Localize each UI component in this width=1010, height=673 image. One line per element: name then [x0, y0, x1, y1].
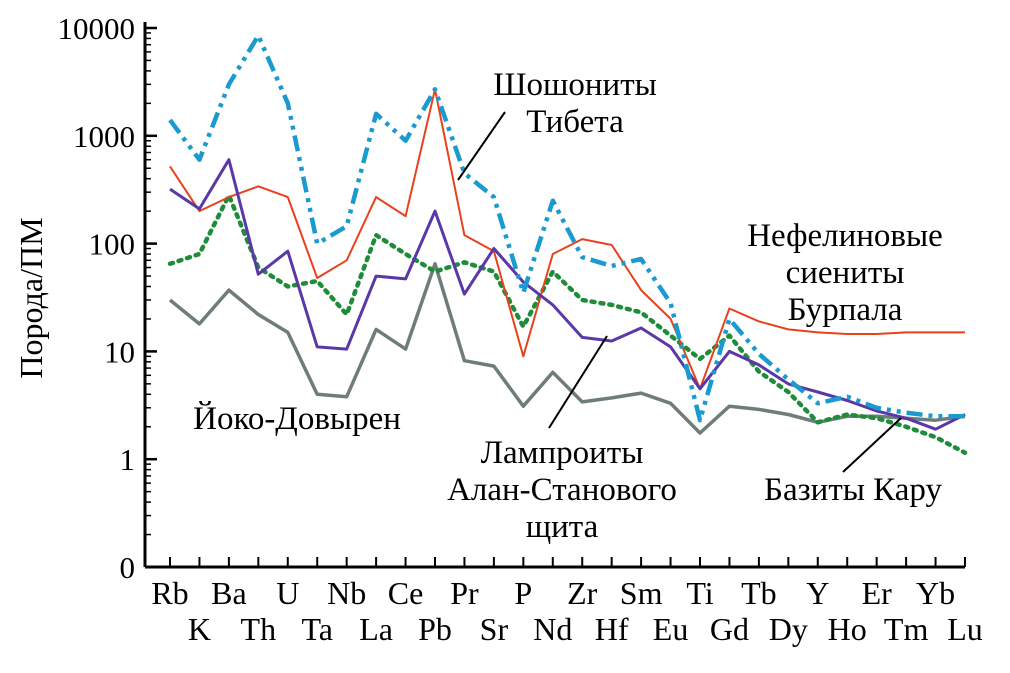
x-tick-label-Ti: Ti [686, 575, 713, 611]
x-tick-label-Eu: Eu [653, 611, 689, 647]
x-tick-label-Sr: Sr [480, 611, 509, 647]
x-tick-label-Y: Y [806, 575, 829, 611]
y-tick-label: 10000 [58, 11, 136, 46]
leader-karoo [842, 417, 902, 473]
x-tick-label-P: P [514, 575, 532, 611]
x-tick-label-Ba: Ba [211, 575, 247, 611]
x-tick-label-Er: Er [862, 575, 893, 611]
y-tick-label: 100 [89, 227, 136, 262]
annotation-shoshonites-line-0: Шошониты [493, 67, 657, 103]
x-tick-label-Nb: Nb [327, 575, 366, 611]
y-tick-label: 10 [104, 334, 135, 369]
x-tick-label-Ta: Ta [301, 611, 333, 647]
series-line-shoshonites [168, 33, 965, 423]
x-tick-label-Rb: Rb [151, 575, 188, 611]
x-tick-label-Nd: Nd [533, 611, 572, 647]
x-tick-label-Zr: Zr [567, 575, 598, 611]
x-axis-ticks: RbKBaThUTaNbLaCePbPrSrPNdZrHfSmEuTiGdTbD… [151, 557, 983, 647]
leader-shoshonites [457, 111, 506, 181]
annotation-yoko_dovyren-line-0: Йоко-Довырен [193, 400, 401, 437]
x-tick-label-Lu: Lu [947, 611, 983, 647]
x-tick-label-Tm: Tm [884, 611, 929, 647]
y-axis-ticks: 0 1 10 100 1000 10000 [58, 11, 157, 585]
y-axis-title: Порода/ПМ [13, 217, 49, 378]
annotation-nepheline_syenites-line-0: Нефелиновые [747, 218, 943, 254]
y-tick-label: 1000 [73, 119, 135, 154]
annotation-karoo_basites-line-0: Базиты Кару [764, 472, 942, 508]
annotation-shoshonites-line-1: Тибета [526, 104, 624, 140]
annotation-lamproites-line-1: Алан-Станового [447, 472, 677, 508]
x-tick-label-Pr: Pr [450, 575, 479, 611]
leader-lamproites [548, 335, 608, 429]
annotation-lamproites-line-2: щита [526, 509, 599, 545]
series-line-nepheline_syenites [169, 88, 965, 390]
series-lines [167, 33, 968, 455]
x-tick-label-U: U [276, 575, 299, 611]
x-tick-label-Pb: Pb [418, 611, 452, 647]
x-tick-label-Sm: Sm [620, 575, 663, 611]
annotation-nepheline_syenites-line-2: Бурпала [788, 292, 903, 328]
series-line-yoko_dovyren [168, 262, 966, 435]
x-tick-label-Tb: Tb [741, 575, 777, 611]
series-line-karoo_basites [167, 193, 968, 455]
x-tick-label-Ho: Ho [828, 611, 867, 647]
x-tick-label-K: K [188, 611, 211, 647]
annotation-lamproites-line-0: Лампроиты [481, 435, 644, 471]
annotation-leaders [457, 111, 902, 473]
x-tick-label-Dy: Dy [769, 611, 808, 647]
y-tick-label: 0 [120, 550, 136, 585]
x-tick-label-Hf: Hf [595, 611, 629, 647]
x-tick-label-Gd: Gd [710, 611, 749, 647]
series-line-lamproites [169, 158, 966, 431]
x-tick-label-La: La [359, 611, 393, 647]
annotation-nepheline_syenites-line-1: сиениты [786, 255, 905, 291]
y-tick-label: 1 [120, 442, 136, 477]
x-tick-label-Yb: Yb [916, 575, 955, 611]
x-tick-label-Ce: Ce [388, 575, 424, 611]
x-tick-label-Th: Th [241, 611, 277, 647]
